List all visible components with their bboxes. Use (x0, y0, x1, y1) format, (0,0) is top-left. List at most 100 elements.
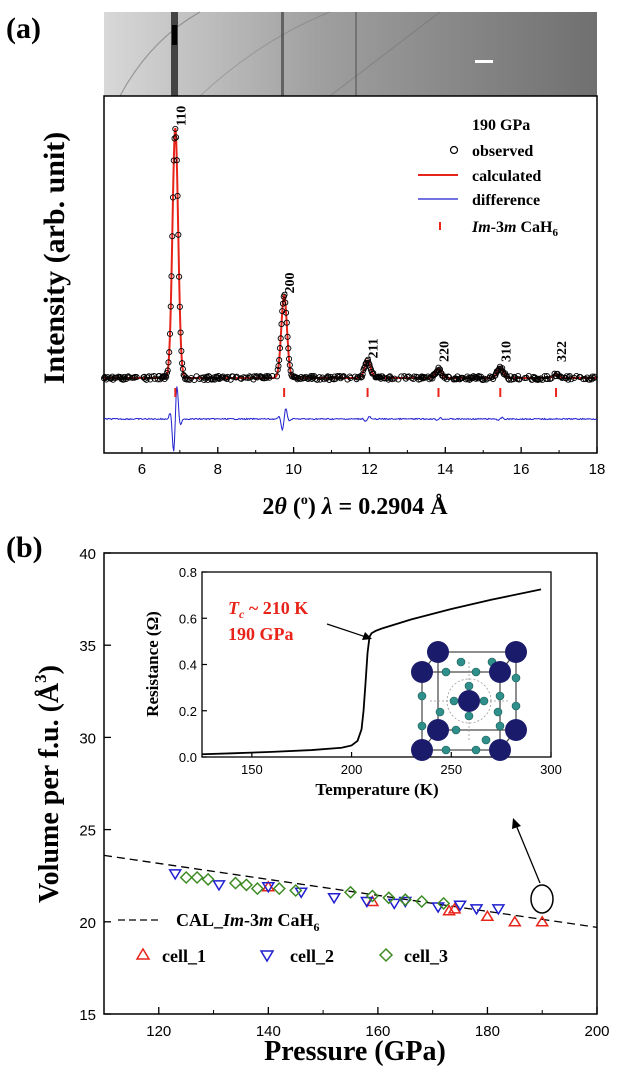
observed-point (287, 367, 294, 374)
observed-point (273, 373, 280, 380)
observed-point (170, 157, 177, 164)
cell_3-point (250, 882, 264, 896)
cell_1-point (447, 902, 462, 914)
legend-pressure: 190 GPa (472, 117, 530, 134)
panel-b-x-tick-label: 200 (584, 1023, 609, 1040)
difference-line (103, 386, 598, 452)
observed-point (274, 366, 281, 373)
observed-point (229, 373, 236, 380)
panel-a-x-tick-label: 10 (285, 461, 302, 478)
cell_3-point (201, 872, 215, 886)
observed-point (282, 309, 290, 316)
inset-y-tick-label: 0.6 (179, 611, 197, 626)
panel-b-y-tick-label: 35 (79, 638, 96, 655)
observed-point (285, 345, 292, 352)
panel-b-y-tick-label: 40 (79, 546, 96, 563)
panel-a-label: (a) (6, 12, 41, 45)
panel-b-x-tick-label: 180 (475, 1023, 500, 1040)
observed-point (577, 373, 584, 381)
observed-point (391, 375, 398, 382)
panel-a-x-tick-label: 18 (589, 461, 606, 478)
observed-point (165, 359, 172, 366)
observed-point (568, 376, 575, 383)
observed-point (429, 375, 436, 382)
observed-point (279, 308, 286, 315)
observed-point (169, 233, 176, 240)
observed-point (286, 355, 293, 362)
panel-b-legend: CAL_Im-3m CaH6 cell_1 cell_2 cell_3 (118, 910, 448, 966)
observed-point (395, 376, 402, 383)
legend-observed-marker (449, 145, 459, 155)
tc-arrow (326, 623, 367, 638)
bragg-markers (174, 388, 558, 397)
observed-point (172, 134, 180, 141)
cell_3-point (415, 894, 429, 909)
observed-point (591, 373, 598, 380)
panel-a-legend: 190 GPa observed calculated difference I… (418, 117, 558, 239)
panel-b-y-tick-label: 30 (79, 730, 96, 747)
observed-point (573, 373, 580, 380)
inset-y-tick-label: 0.2 (179, 704, 197, 719)
cell_3-point (272, 882, 286, 896)
observed-point (186, 376, 193, 383)
observed-point (525, 372, 532, 380)
legend-phase: Im-3m CaH6 (471, 219, 558, 239)
observed-point (188, 374, 195, 382)
observed-point (283, 319, 290, 326)
fit-line (103, 854, 598, 928)
panel-b-ticks: 120 140 160 180 200 15 20 25 30 35 40 (79, 546, 609, 1040)
hkl-label: 200 (283, 273, 298, 294)
observed-point (389, 376, 396, 383)
observed-point (167, 303, 174, 310)
observed-point (196, 375, 203, 383)
cell_3-point (289, 883, 303, 898)
legend-observed: observed (472, 143, 533, 160)
panel-a-x-tick-label: 8 (214, 461, 222, 478)
observed-point (275, 363, 282, 370)
observed-point (369, 370, 376, 377)
observed-point (266, 374, 273, 381)
observed-point (282, 299, 289, 306)
observed-point (232, 374, 240, 381)
cell_3-point (228, 876, 243, 890)
hkl-label: 220 (437, 341, 452, 362)
legend-fit-label: CAL_Im-3m CaH6 (176, 910, 320, 934)
cell_1-point (535, 915, 550, 927)
observed-point (276, 357, 283, 364)
legend-cell-3: cell_3 (404, 946, 448, 966)
panel-a-x-tick-label: 14 (437, 461, 454, 478)
highlight-ellipse (530, 884, 554, 914)
hkl-label: 322 (555, 341, 570, 362)
inset-y-tick-label: 0.4 (179, 658, 197, 673)
legend-cell-2: cell_2 (290, 946, 334, 966)
hkl-label: 310 (499, 341, 514, 362)
observed-point (161, 375, 168, 382)
observed-point (173, 157, 180, 164)
observed-point (284, 333, 291, 340)
calculated-line (104, 127, 597, 379)
legend-cell-2-marker (259, 950, 275, 963)
observed-point (358, 373, 365, 380)
resistance-curve (201, 588, 542, 756)
observed-point (436, 366, 444, 373)
cell_2-point (261, 882, 276, 894)
cell_3-point (239, 878, 253, 892)
observed-point (164, 367, 171, 374)
panel-b-y-tick-label: 25 (79, 823, 96, 840)
observed-point (163, 373, 170, 381)
observed-point (242, 374, 249, 381)
panel-b-ylabel: Volume per f.u. (Å3) (31, 665, 65, 903)
cell_2-point (360, 896, 374, 908)
tc-pressure: 190 GPa (228, 624, 294, 644)
observed-point (240, 374, 247, 381)
observed-point (269, 372, 276, 380)
observed-point (452, 376, 459, 383)
panel-b-x-tick-label: 160 (365, 1023, 390, 1040)
observed-point (147, 376, 154, 383)
observed-point (590, 374, 598, 381)
observed-point (511, 373, 518, 380)
observed-point (359, 371, 366, 378)
cell_2-point (453, 900, 467, 912)
cell_3-point (190, 870, 204, 885)
